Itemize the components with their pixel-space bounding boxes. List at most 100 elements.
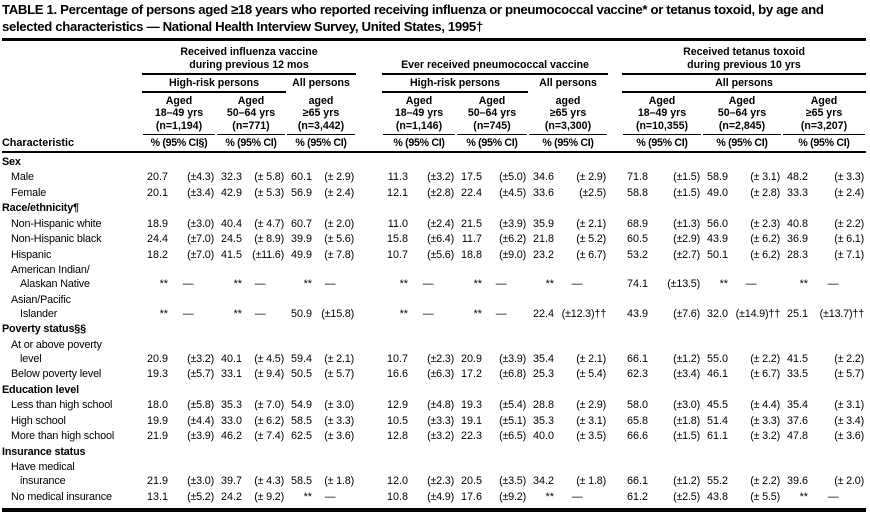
data-cell: 39.6 (± 2.0) [782,474,866,490]
data-cell: 56.0 (± 2.3) [702,217,782,233]
confidence-interval-value: (±1.5) [673,430,700,443]
confidence-interval-value: (±2.5) [673,490,700,503]
data-cell: 46.2 (± 7.4) [216,429,286,445]
data-cell: ** — [782,277,866,293]
data-cell: ** — [528,490,608,506]
percent-value: 19.9 [146,414,168,427]
confidence-interval-value: (±13.7)†† [819,307,865,320]
data-cell: 11.3 (±3.2) [382,170,456,186]
data-cell: 58.9 (± 3.1) [702,170,782,186]
confidence-interval-value: (±3.4) [673,368,700,381]
percent-value: 11.7 [461,233,482,246]
age-range-label: 50–64 yrs [717,107,767,120]
percent-value: 12.0 [386,475,408,488]
characteristic-column-header: Characteristic [2,44,142,150]
title-divider [2,38,866,41]
confidence-interval-value: — [422,307,434,320]
row-label-text: Insurance status [2,445,86,458]
data-cell: 35.3 (± 3.1) [528,414,608,430]
age-column-header: Aged 18–49 yrs (n=1,194)% (95% CI§) [142,95,216,150]
percent-value: ** [159,307,168,320]
row-label: At or above poverty level [2,338,142,368]
confidence-interval-value: (±9.2) [499,490,526,503]
confidence-interval-value: (± 3.5) [576,430,606,443]
data-cell: ** — [216,307,286,323]
confidence-interval-value: (± 7.0) [254,399,284,412]
data-cell: 54.9 (± 3.0) [286,398,356,414]
confidence-interval-value: (±4.8) [427,399,454,412]
confidence-interval-value: (± 3.3) [834,171,864,184]
data-cell: 55.0 (± 2.2) [702,352,782,368]
confidence-interval-value: (±3.5) [499,475,526,488]
row-label: Sex [2,155,142,171]
confidence-interval-value: (± 6.1) [834,233,864,246]
confidence-interval-value: (±3.0) [673,399,700,412]
percent-value: 60.1 [290,171,312,184]
age-column-header: Aged 50–64 yrs (n=2,845)% (95% CI) [702,95,782,150]
confidence-interval-value: (±2.4) [427,217,454,230]
sample-size-label: (n=3,300) [529,120,607,136]
row-label-text: Non-Hispanic black [11,233,102,246]
age-column-header: Aged 50–64 yrs (n=745)% (95% CI) [456,95,528,150]
table-row: Asian/Pacific Islander ** — ** — 50.9 (±15.8) **… [2,293,866,323]
data-cell: 12.8 (±3.2) [382,429,456,445]
data-cell: ** — [782,490,866,506]
percent-value: 51.4 [706,414,728,427]
section-row: Education level [2,383,866,399]
percent-value: 32.0 [706,307,728,320]
percent-value: 40.1 [220,352,242,365]
data-cell: 17.5 (±5.0) [456,170,528,186]
row-label-text-line2: level [20,352,42,365]
data-cell: 35.3 (± 7.0) [216,398,286,414]
age-column-header: aged ≥65 yrs (n=3,442)% (95% CI) [286,95,356,150]
percent-value: 33.3 [786,186,808,199]
percent-value: 18.0 [146,399,168,412]
percent-value: 42.9 [220,186,242,199]
table-header: Characteristic Received influenza vaccin… [2,44,866,153]
percent-value: 37.6 [786,414,808,427]
percent-value: 35.3 [532,414,554,427]
data-cell: 11.7 (±6.2) [456,232,528,248]
percent-value: 13.1 [146,490,168,503]
confidence-interval-value: — [571,278,583,291]
confidence-interval-value: — [182,278,194,291]
confidence-interval-value: (±1.2) [673,475,700,488]
vaccine-column-group: Received tetanus toxoid during previous … [622,44,866,150]
percent-value: 46.2 [220,430,242,443]
percent-value: 33.6 [532,186,554,199]
percent-value: 62.3 [626,368,648,381]
percent-value: 22.4 [532,307,554,320]
section-row: Sex [2,155,866,171]
confidence-interval-value: (± 5.7) [324,368,354,381]
data-cell: 62.3 (±3.4) [622,367,702,383]
percent-value: 10.5 [386,414,408,427]
row-label: Non-Hispanic white [2,217,142,233]
percent-value: 34.2 [532,475,554,488]
data-cell: 34.2 (± 1.8) [528,474,608,490]
percent-value: 22.4 [460,186,482,199]
data-cell: 58.5 (± 1.8) [286,474,356,490]
confidence-interval-value: (±3.9) [499,217,526,230]
data-cell: 53.2 (±2.7) [622,248,702,264]
percent-value: 58.5 [290,475,312,488]
data-cell: 43.9 (±7.6) [622,307,702,323]
data-cell: 41.5 (± 2.2) [782,352,866,368]
percent-value: 43.9 [626,307,648,320]
percent-value: ** [233,278,242,291]
confidence-interval-value: (± 2.4) [324,186,354,199]
confidence-interval-value: (±4.9) [427,490,454,503]
sample-size-label: (n=1,146) [383,120,455,136]
confidence-interval-value: (± 6.2) [254,414,284,427]
data-cell: 39.7 (± 4.3) [216,474,286,490]
percent-value: 61.1 [706,430,728,443]
confidence-interval-value: — [571,490,583,503]
data-cell: 24.5 (± 8.9) [216,232,286,248]
confidence-interval-value: (±12.3)†† [561,307,607,320]
confidence-interval-value: (± 2.1) [576,217,606,230]
row-label-text: Less than high school [11,399,113,412]
row-label-text: Sex [2,155,21,168]
data-cell: 20.9 (±3.2) [142,352,216,368]
percent-value: 59.4 [290,352,312,365]
data-cell: 18.0 (±5.8) [142,398,216,414]
